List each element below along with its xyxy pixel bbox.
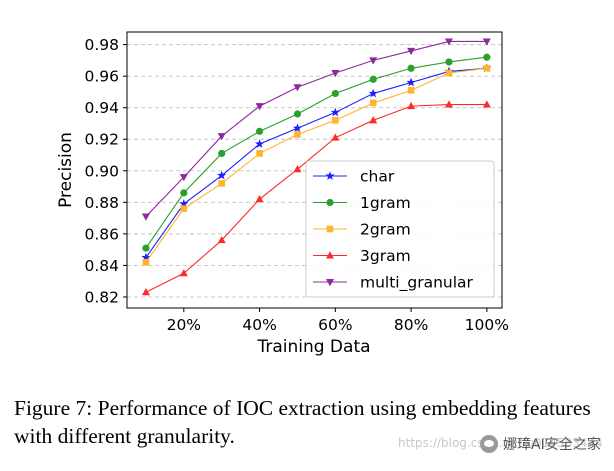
data-point-3gram xyxy=(331,133,340,141)
y-tick-label: 0.94 xyxy=(84,99,119,117)
wechat-icon xyxy=(480,435,498,453)
y-tick-label: 0.88 xyxy=(84,194,119,212)
data-point-3gram xyxy=(293,165,302,173)
legend-entry-1gram: 1gram xyxy=(313,194,411,212)
data-point-multi_granular xyxy=(217,133,226,141)
data-point-2gram xyxy=(369,99,377,107)
data-point-2gram xyxy=(180,205,188,212)
data-point-multi_granular xyxy=(293,84,302,92)
data-point-char xyxy=(217,170,227,180)
data-point-2gram xyxy=(332,117,339,124)
data-point-char xyxy=(330,107,340,117)
data-point-char xyxy=(141,252,151,262)
data-point-2gram xyxy=(218,180,225,187)
data-point-3gram xyxy=(369,116,378,124)
legend-box xyxy=(305,160,495,298)
data-point-1gram xyxy=(407,64,415,72)
data-point-char xyxy=(255,139,265,148)
data-point-1gram xyxy=(180,189,188,197)
legend-label-2gram: 2gram xyxy=(360,221,411,239)
data-point-multi_granular xyxy=(141,213,150,221)
y-tick-label: 0.92 xyxy=(84,131,119,149)
data-point-2gram xyxy=(256,150,263,157)
data-point-1gram xyxy=(445,58,453,66)
legend-label-3gram: 3gram xyxy=(360,247,411,265)
legend: char 1gram 2gram 3gram multi_granular xyxy=(305,160,495,298)
data-point-2gram xyxy=(445,69,453,77)
y-tick-label: 0.86 xyxy=(84,225,119,243)
series-2gram xyxy=(142,64,491,266)
y-tick-label: 0.98 xyxy=(84,36,119,54)
data-point-1gram xyxy=(369,75,377,83)
x-axis-label: Training Data xyxy=(256,337,370,357)
data-point-1gram xyxy=(293,110,302,118)
legend-marker-3gram xyxy=(326,251,334,259)
data-point-3gram xyxy=(141,288,150,296)
data-point-1gram xyxy=(142,244,150,252)
data-point-char xyxy=(368,88,378,98)
data-point-multi_granular xyxy=(179,174,188,182)
x-tick-label: 20% xyxy=(167,316,201,334)
series-line-multi_granular xyxy=(145,40,487,217)
watermark-url: https://blog.csdn.net/u014583444 xyxy=(398,436,603,450)
y-axis-label: Precision xyxy=(56,132,76,208)
legend-entry-3gram: 3gram xyxy=(313,247,411,265)
series-line-3gram xyxy=(145,104,487,293)
data-point-multi_granular xyxy=(407,47,416,56)
legend-marker-multi_granular xyxy=(326,279,334,287)
series-multi_granular xyxy=(141,38,491,221)
plot-frame xyxy=(126,31,503,309)
data-point-3gram xyxy=(482,100,491,108)
series-group xyxy=(141,38,492,296)
series-1gram xyxy=(142,53,491,252)
data-point-multi_granular xyxy=(444,38,453,46)
data-point-3gram xyxy=(407,101,416,110)
data-point-2gram xyxy=(142,258,150,266)
x-tick-label: 60% xyxy=(318,316,352,334)
legend-label-char: char xyxy=(360,168,395,186)
y-tick-label: 0.84 xyxy=(84,257,119,275)
legend-entry-char: char xyxy=(313,168,395,186)
data-point-2gram xyxy=(483,64,491,72)
data-point-1gram xyxy=(255,127,264,135)
series-line-char xyxy=(145,67,487,258)
series-3gram xyxy=(141,100,491,296)
legend-label-1gram: 1gram xyxy=(360,194,411,212)
precision-line-chart: 0.82 0.84 0.86 0.88 0.90 0.92 0.94 0.96 0.98 20% 4… xyxy=(56,31,509,357)
series-line-1gram xyxy=(145,56,487,249)
data-point-multi_granular xyxy=(482,38,491,46)
legend-entry-2gram: 2gram xyxy=(313,221,411,239)
legend-label-multi_granular: multi_granular xyxy=(360,274,474,293)
data-point-2gram xyxy=(294,131,301,138)
data-point-3gram xyxy=(444,100,453,108)
data-point-char xyxy=(406,77,416,87)
data-point-1gram xyxy=(331,89,339,98)
watermark-brand-text: 娜璋AI安全之家 xyxy=(503,437,601,453)
x-tick-label: 80% xyxy=(394,316,428,334)
legend-marker-char xyxy=(325,171,335,180)
data-point-char xyxy=(179,199,189,208)
x-tick-label: 40% xyxy=(242,316,276,334)
series-line-2gram xyxy=(145,67,487,263)
x-tick-label: 100% xyxy=(465,316,509,334)
legend-marker-1gram xyxy=(326,198,334,207)
figure-caption: Figure 7: Performance of IOC extraction … xyxy=(14,396,591,448)
y-tick-label: 0.96 xyxy=(84,68,119,86)
legend-entry-multi_granular: multi_granular xyxy=(313,274,474,293)
y-tick-label: 0.90 xyxy=(84,162,119,180)
data-point-1gram xyxy=(218,149,226,158)
axis-ticks: 0.82 0.84 0.86 0.88 0.90 0.92 0.94 0.96 0.98 20% 4… xyxy=(84,36,509,334)
data-point-char xyxy=(292,123,303,133)
data-point-3gram xyxy=(179,269,188,277)
data-point-multi_granular xyxy=(331,70,340,78)
data-point-2gram xyxy=(407,87,415,94)
data-point-3gram xyxy=(255,194,264,203)
watermark-brand: 娜璋AI安全之家 xyxy=(480,434,601,454)
y-tick-label: 0.82 xyxy=(84,288,119,306)
data-point-multi_granular xyxy=(255,103,264,111)
data-point-multi_granular xyxy=(369,57,378,65)
legend-marker-2gram xyxy=(326,225,334,233)
data-point-3gram xyxy=(217,235,226,244)
data-point-1gram xyxy=(483,53,491,61)
